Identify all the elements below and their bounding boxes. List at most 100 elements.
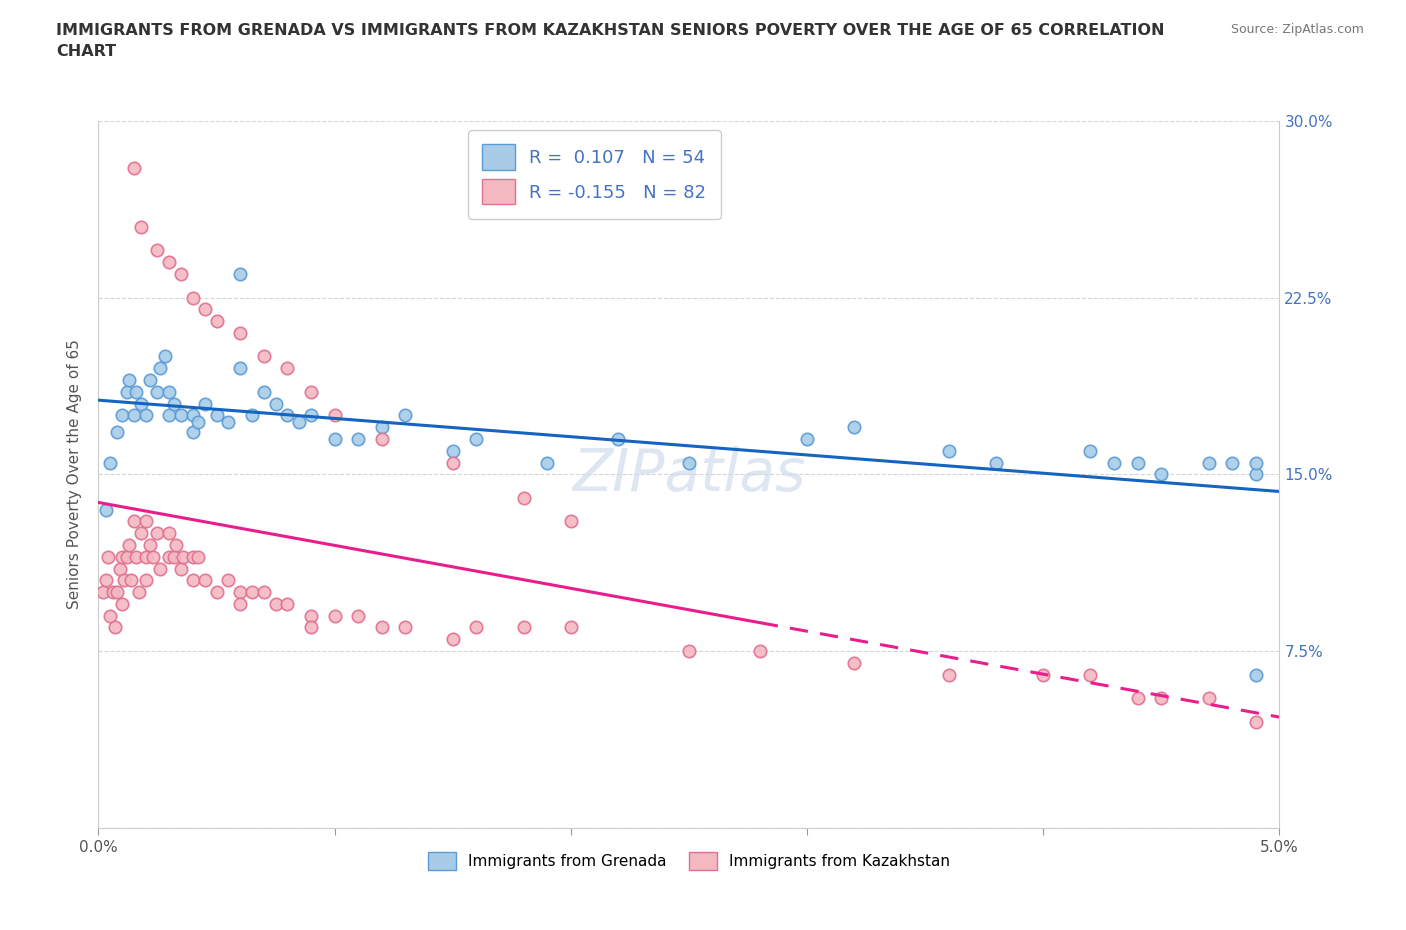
Point [135, 550, 157, 565]
Point [181, 573, 204, 588]
Point [560, 620, 582, 635]
Point [187, 550, 209, 565]
Point [607, 432, 630, 446]
Point [253, 384, 276, 399]
Point [181, 424, 204, 439]
Point [1198, 455, 1220, 470]
Point [984, 455, 1007, 470]
Point [170, 561, 193, 576]
Point [146, 243, 169, 258]
Point [105, 585, 128, 600]
Point [135, 408, 157, 423]
Point [139, 538, 162, 552]
Point [323, 408, 346, 423]
Point [347, 432, 370, 446]
Point [371, 419, 394, 434]
Point [91, 585, 114, 600]
Point [1126, 691, 1149, 706]
Point [371, 620, 394, 635]
Point [115, 384, 138, 399]
Point [240, 408, 263, 423]
Point [157, 384, 180, 399]
Point [172, 550, 194, 565]
Text: ZIPatlas: ZIPatlas [572, 445, 806, 503]
Point [146, 525, 169, 540]
Point [441, 631, 464, 646]
Point [205, 313, 228, 328]
Point [844, 656, 866, 671]
Point [1126, 455, 1149, 470]
Point [1080, 444, 1102, 458]
Point [194, 573, 217, 588]
Text: Source: ZipAtlas.com: Source: ZipAtlas.com [1230, 23, 1364, 36]
Point [165, 538, 187, 552]
Point [240, 585, 263, 600]
Point [264, 596, 287, 611]
Point [181, 550, 204, 565]
Point [98, 455, 121, 470]
Point [94, 502, 117, 517]
Point [264, 396, 287, 411]
Point [1032, 667, 1054, 682]
Point [205, 408, 228, 423]
Point [299, 408, 322, 423]
Point [115, 550, 138, 565]
Point [1244, 667, 1267, 682]
Point [101, 585, 124, 600]
Point [129, 219, 152, 234]
Point [394, 408, 416, 423]
Point [128, 585, 150, 600]
Point [441, 455, 464, 470]
Point [217, 415, 239, 430]
Point [129, 396, 152, 411]
Point [205, 585, 228, 600]
Point [394, 620, 416, 635]
Point [121, 573, 143, 588]
Point [1244, 714, 1267, 729]
Point [170, 267, 193, 282]
Point [678, 644, 700, 658]
Point [253, 349, 276, 364]
Point [1244, 455, 1267, 470]
Point [163, 396, 186, 411]
Point [1150, 691, 1173, 706]
Point [94, 573, 117, 588]
Legend: Immigrants from Grenada, Immigrants from Kazakhstan: Immigrants from Grenada, Immigrants from… [422, 845, 956, 877]
Point [135, 573, 157, 588]
Point [111, 550, 134, 565]
Point [229, 585, 252, 600]
Point [299, 620, 322, 635]
Point [1150, 467, 1173, 482]
Point [108, 561, 131, 576]
Point [796, 432, 818, 446]
Point [122, 514, 145, 529]
Point [139, 373, 162, 388]
Y-axis label: Seniors Poverty Over the Age of 65: Seniors Poverty Over the Age of 65 [67, 339, 83, 609]
Point [536, 455, 558, 470]
Point [111, 596, 134, 611]
Point [181, 290, 204, 305]
Text: IMMIGRANTS FROM GRENADA VS IMMIGRANTS FROM KAZAKHSTAN SENIORS POVERTY OVER THE A: IMMIGRANTS FROM GRENADA VS IMMIGRANTS FR… [56, 23, 1164, 60]
Point [97, 550, 120, 565]
Point [170, 408, 193, 423]
Point [98, 608, 121, 623]
Point [276, 361, 298, 376]
Point [104, 620, 127, 635]
Point [229, 361, 252, 376]
Point [135, 514, 157, 529]
Point [323, 432, 346, 446]
Point [149, 561, 172, 576]
Point [125, 550, 148, 565]
Point [229, 326, 252, 340]
Point [465, 432, 488, 446]
Point [299, 608, 322, 623]
Point [111, 408, 134, 423]
Point [142, 550, 165, 565]
Point [347, 608, 370, 623]
Point [118, 538, 141, 552]
Point [194, 302, 217, 317]
Point [229, 596, 252, 611]
Point [678, 455, 700, 470]
Point [560, 514, 582, 529]
Point [938, 444, 960, 458]
